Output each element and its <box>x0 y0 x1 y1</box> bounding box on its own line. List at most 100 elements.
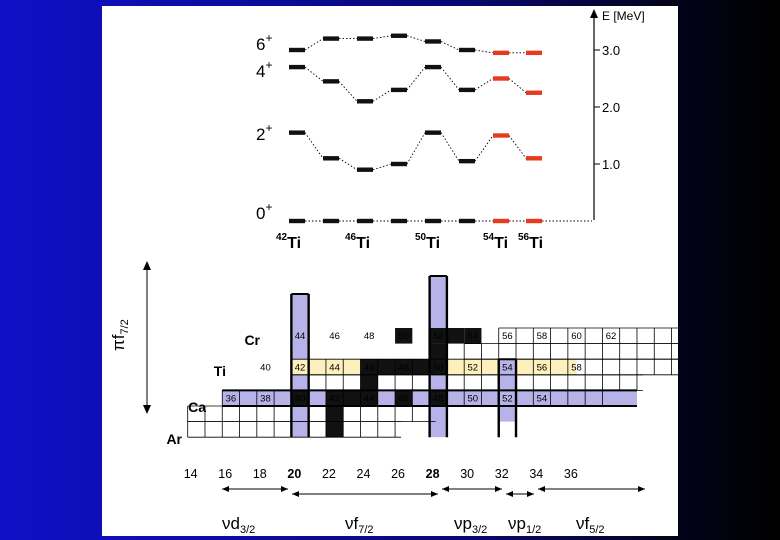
level-connector <box>508 78 527 94</box>
nuclide-chart: 44 46 48 50 52 54 56 58 60 62 40 42 44 46 48 50 52 54 56 58… <box>187 275 678 438</box>
level-bar <box>425 130 441 135</box>
level-bar <box>289 130 305 135</box>
neutron-tick-label: 22 <box>322 467 336 481</box>
cell-number: 58 <box>571 362 582 373</box>
level-bar <box>526 218 542 224</box>
level-connector <box>508 135 527 159</box>
level-bar <box>493 218 509 224</box>
cell-number: 38 <box>260 394 271 405</box>
level-bar <box>323 156 339 161</box>
stable-nucleus <box>325 390 344 406</box>
level-bar <box>459 87 475 93</box>
level-bar <box>526 156 542 161</box>
cell-number: 44 <box>295 331 306 342</box>
cell-number: 48 <box>364 331 375 342</box>
level-connector <box>304 38 324 51</box>
cell-number: 56 <box>537 362 548 373</box>
cell-number: 52 <box>502 394 513 405</box>
level-connector <box>372 35 392 40</box>
level-bar <box>459 158 475 164</box>
cell-number: 40 <box>295 394 306 405</box>
orbital-label: νp3/2 <box>454 514 487 536</box>
stable-nucleus <box>325 406 344 422</box>
cell-number: 46 <box>398 394 409 405</box>
element-label-ca: Ca <box>188 399 206 415</box>
level-bar <box>323 218 339 224</box>
cell-number: 44 <box>364 394 375 405</box>
stable-nucleus <box>446 328 465 344</box>
level-bar <box>391 33 407 38</box>
level-bar <box>391 87 407 93</box>
cell-number: 36 <box>226 394 237 405</box>
level-bar <box>425 218 441 224</box>
element-label-ar: Ar <box>166 431 182 447</box>
isotope-label: 42Ti <box>276 232 301 252</box>
level-lines <box>289 33 592 224</box>
level-connector <box>372 163 392 171</box>
level-bar <box>323 79 339 84</box>
level-bar <box>391 218 407 224</box>
neutron-tick-label: 28 <box>426 467 440 481</box>
cell-number: 46 <box>329 331 340 342</box>
element-label-cr: Cr <box>244 332 260 348</box>
stable-nucleus <box>377 359 396 375</box>
neutron-tick-label: 18 <box>253 467 267 481</box>
level-bar <box>289 218 305 224</box>
level-connector <box>406 66 426 91</box>
spin-label-4: 4+ <box>256 58 272 81</box>
level-connector <box>440 132 460 162</box>
neutron-tick-label: 32 <box>495 467 509 481</box>
level-connector <box>372 89 392 102</box>
level-connector <box>474 135 494 162</box>
level-bar <box>289 64 305 70</box>
level-bar <box>459 218 475 224</box>
cell-number: 50 <box>398 331 409 342</box>
neutron-tick-label: 24 <box>357 467 371 481</box>
level-bar <box>425 64 441 70</box>
cell-number: 42 <box>329 394 340 405</box>
level-bar <box>526 50 542 56</box>
cell-number: 50 <box>468 394 479 405</box>
level-connector <box>440 66 460 91</box>
isotope-labels: 42Ti 46Ti 50Ti 54Ti 56Ti <box>276 232 543 252</box>
figure-panel: E [MeV] 3.0 2.0 1.0 6+ 4+ 2+ 0+ 42Ti 46T… <box>102 6 678 536</box>
spin-label-0: 0+ <box>256 200 272 223</box>
stable-nucleus <box>325 421 344 438</box>
energy-axis-label: E [MeV] <box>602 9 645 23</box>
stable-nucleus <box>395 390 413 406</box>
neutron-tick-label: 20 <box>287 467 301 481</box>
cell-number: 54 <box>502 362 513 373</box>
level-bar <box>357 99 373 104</box>
spin-label-2: 2+ <box>256 121 272 144</box>
neutron-tick-label: 26 <box>391 467 405 481</box>
magic-boundaries <box>222 275 637 438</box>
neutron-tick-label: 16 <box>218 467 232 481</box>
orbital-labels: νd3/2 νf7/2 νp3/2 νp1/2 νf5/2 <box>222 514 605 536</box>
proton-orbital-label: πf7/2 <box>109 319 131 351</box>
level-connector <box>338 157 358 171</box>
orbital-label: νf7/2 <box>345 514 374 536</box>
level-bar <box>493 133 509 138</box>
level-connector <box>440 41 460 51</box>
energy-tick-label: 2.0 <box>602 100 620 115</box>
stable-nucleus <box>429 343 447 360</box>
stable-nucleus <box>412 359 430 375</box>
cell-number: 54 <box>537 394 548 405</box>
neutron-axis: 14 16 18 20 22 24 26 28 30 32 34 36 <box>184 467 578 481</box>
level-connector <box>338 81 358 102</box>
level-bar <box>323 36 339 41</box>
level-bar <box>526 90 542 95</box>
cell-number: 48 <box>433 394 444 405</box>
cell-number: 52 <box>468 362 479 373</box>
level-scheme-and-nuclide-chart: E [MeV] 3.0 2.0 1.0 6+ 4+ 2+ 0+ 42Ti 46T… <box>109 9 678 536</box>
cell-number: 62 <box>606 331 617 342</box>
neutron-tick-label: 34 <box>529 467 543 481</box>
stable-nucleus <box>429 359 447 375</box>
energy-axis: E [MeV] 3.0 2.0 1.0 <box>590 9 645 220</box>
cell-number: 46 <box>364 362 375 373</box>
stable-nucleus <box>395 328 413 344</box>
level-bar <box>357 218 373 224</box>
level-bar <box>391 161 407 167</box>
level-bar <box>459 47 475 53</box>
cell-number: 42 <box>295 362 306 373</box>
